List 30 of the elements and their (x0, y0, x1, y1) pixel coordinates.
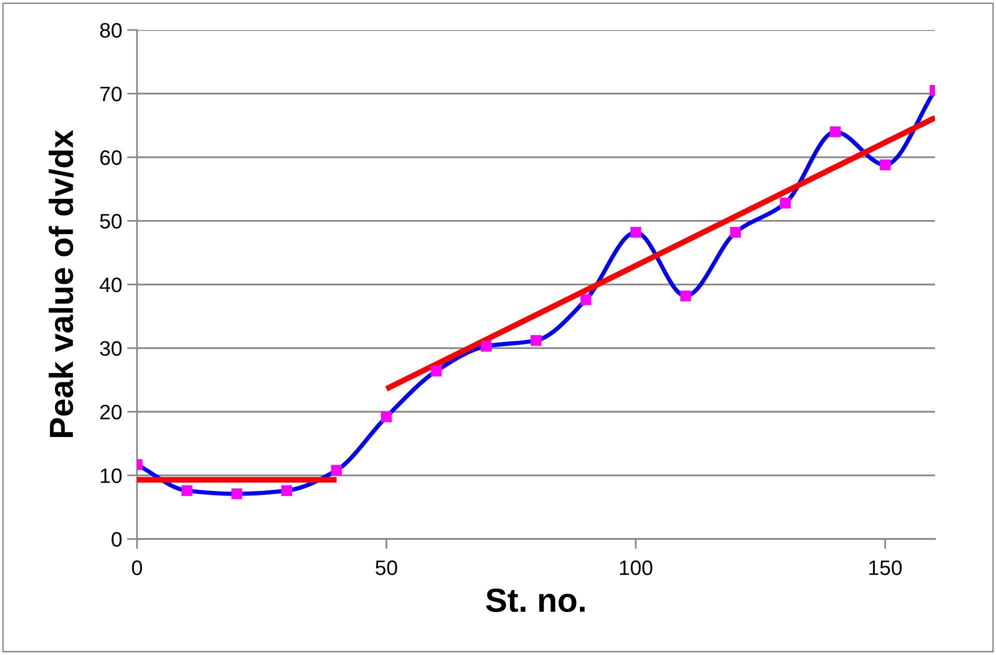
point (880, 160, 891, 170)
x-tick-label: 150 (869, 560, 902, 576)
point (380, 411, 392, 422)
y-tick-label: 50 (100, 214, 122, 229)
x-tick-label: 0 (132, 560, 142, 576)
point (281, 485, 292, 496)
y-tick-label: 30 (100, 341, 122, 356)
point (331, 464, 342, 476)
point (830, 126, 841, 138)
point (480, 340, 492, 352)
y-tick-label: 10 (100, 468, 122, 484)
y-tick-label: 70 (100, 86, 122, 102)
y-tick-label: 80 (100, 23, 122, 38)
x-tick-label: 100 (620, 560, 652, 576)
y-tick-label: 60 (100, 150, 122, 166)
y-tick-label: 0 (112, 532, 122, 547)
point (181, 485, 192, 496)
point (231, 488, 242, 500)
point (430, 366, 442, 376)
x-axis-title: St. no. (486, 588, 585, 612)
point (780, 198, 791, 208)
point (580, 294, 592, 306)
x-tick-label: 50 (376, 560, 398, 576)
point (530, 335, 542, 346)
y-tick-label: 20 (100, 404, 122, 420)
point (630, 226, 642, 238)
y-tick-label: 40 (100, 278, 122, 292)
point (730, 226, 741, 238)
y-axis-title: Peak value of dv/dx (48, 130, 74, 437)
point (680, 290, 692, 302)
